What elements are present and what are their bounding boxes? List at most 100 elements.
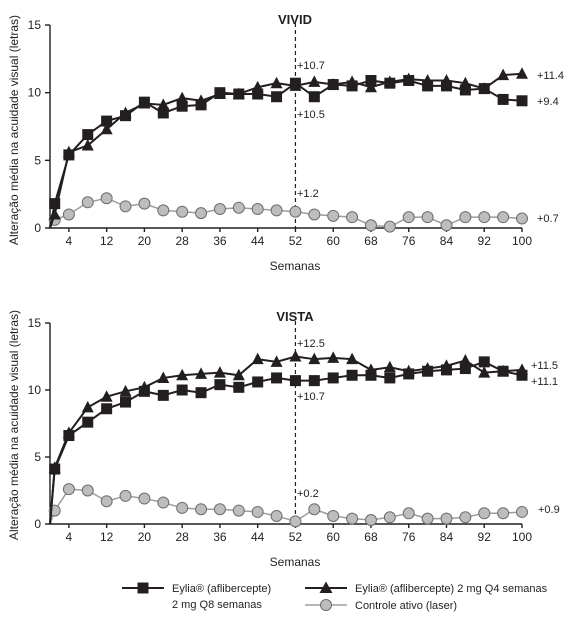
data-point-q4 xyxy=(478,366,491,378)
data-point-q4 xyxy=(346,352,359,365)
data-point-q8 xyxy=(63,149,75,161)
x-axis-label: Semanas xyxy=(270,555,321,569)
data-point-q8 xyxy=(516,369,528,381)
y-tick-label: 0 xyxy=(34,517,41,531)
data-point-q8 xyxy=(308,375,320,387)
data-point-laser xyxy=(119,200,132,213)
data-point-q4 xyxy=(232,368,245,381)
y-tick-label: 0 xyxy=(34,221,41,235)
data-point-q4 xyxy=(81,400,94,413)
data-point-laser xyxy=(251,505,264,518)
annotation-q4-52: +10.5 xyxy=(297,109,325,121)
data-point-q4 xyxy=(383,360,396,373)
x-tick-label: 84 xyxy=(440,530,454,544)
data-point-laser xyxy=(402,211,415,224)
data-point-laser xyxy=(176,501,189,514)
data-point-laser xyxy=(516,505,528,518)
data-point-q8 xyxy=(214,379,226,391)
data-point-q4 xyxy=(176,368,189,381)
vista-panel: 0 5 10 15 4 12 20 28 36 44 52 60 68 76 84 92 100 Alteraçã… xyxy=(7,309,560,569)
data-point-laser xyxy=(478,211,491,224)
data-point-q8 xyxy=(271,372,283,384)
y-tick-label: 10 xyxy=(28,383,42,397)
data-point-q8 xyxy=(195,99,207,111)
data-point-laser xyxy=(497,507,510,520)
x-tick-label: 92 xyxy=(478,234,492,248)
x-tick-label: 92 xyxy=(478,530,492,544)
data-point-q8 xyxy=(440,80,452,92)
data-point-laser xyxy=(81,484,94,497)
data-point-laser xyxy=(440,512,453,525)
data-point-q4 xyxy=(308,75,321,87)
data-point-q8 xyxy=(101,403,113,415)
data-point-q4 xyxy=(213,366,226,378)
data-point-laser xyxy=(119,489,132,502)
data-point-laser xyxy=(308,503,321,516)
data-point-laser xyxy=(327,509,340,522)
data-point-q4 xyxy=(289,350,302,362)
chart-title: VISTA xyxy=(276,309,314,324)
data-point-laser xyxy=(157,204,170,217)
data-point-q8 xyxy=(138,96,150,108)
annotation-laser-52: +0.2 xyxy=(297,488,319,500)
data-point-laser xyxy=(100,495,113,508)
data-point-q8 xyxy=(459,84,471,96)
data-point-laser xyxy=(81,196,94,209)
data-point-laser xyxy=(138,197,151,210)
data-point-laser xyxy=(100,192,113,205)
data-point-laser xyxy=(195,207,208,220)
data-point-laser xyxy=(440,219,453,232)
x-tick-label: 20 xyxy=(138,234,152,248)
data-point-q4 xyxy=(270,76,283,89)
data-point-laser xyxy=(421,211,434,224)
data-point-q8 xyxy=(49,198,61,210)
data-point-laser xyxy=(232,201,245,214)
x-tick-label: 36 xyxy=(213,234,227,248)
data-point-laser xyxy=(62,483,75,496)
x-tick-label: 68 xyxy=(364,234,378,248)
data-point-laser xyxy=(364,219,377,232)
chart-legend: Eylia® (aflibercepte) 2 mg Q8 semanas Ey… xyxy=(122,581,548,612)
data-point-laser xyxy=(251,203,264,216)
x-tick-label: 84 xyxy=(440,234,454,248)
data-point-laser xyxy=(421,512,434,525)
data-point-laser xyxy=(157,496,170,509)
data-point-laser xyxy=(270,204,283,217)
series-line-q8 xyxy=(49,360,523,525)
data-point-q8 xyxy=(478,83,490,95)
x-tick-label: 28 xyxy=(175,234,189,248)
data-point-q8 xyxy=(327,372,339,384)
x-tick-label: 12 xyxy=(100,234,114,248)
data-point-laser xyxy=(346,211,359,224)
data-point-q4 xyxy=(157,98,170,110)
data-point-laser xyxy=(459,211,472,224)
annotation-laser-end: +0.7 xyxy=(537,213,559,225)
data-point-q8 xyxy=(176,100,188,112)
data-point-q4 xyxy=(176,91,189,104)
data-point-q8 xyxy=(422,80,434,92)
data-point-q4 xyxy=(81,138,94,151)
data-point-q8 xyxy=(346,80,358,92)
data-point-q8 xyxy=(403,74,415,86)
x-tick-label: 20 xyxy=(138,530,152,544)
x-tick-label: 60 xyxy=(327,530,341,544)
x-tick-label: 60 xyxy=(327,234,341,248)
x-tick-label: 44 xyxy=(251,234,265,248)
data-point-q4 xyxy=(308,352,321,365)
data-point-q8 xyxy=(497,93,509,105)
data-point-q8 xyxy=(327,79,339,91)
data-point-q8 xyxy=(271,91,283,103)
data-point-q8 xyxy=(384,372,396,384)
data-point-q8 xyxy=(120,396,132,408)
x-tick-label: 76 xyxy=(402,530,416,544)
x-tick-label: 4 xyxy=(66,234,73,248)
data-point-q8 xyxy=(49,463,61,475)
x-tick-label: 76 xyxy=(402,234,416,248)
data-point-q8 xyxy=(157,389,169,401)
data-point-q8 xyxy=(138,385,150,397)
data-point-laser xyxy=(383,220,396,233)
data-point-q4 xyxy=(364,80,377,93)
annotation-q8-end: +11.1 xyxy=(531,376,558,388)
y-tick-label: 15 xyxy=(28,18,42,32)
data-point-laser xyxy=(327,209,340,222)
